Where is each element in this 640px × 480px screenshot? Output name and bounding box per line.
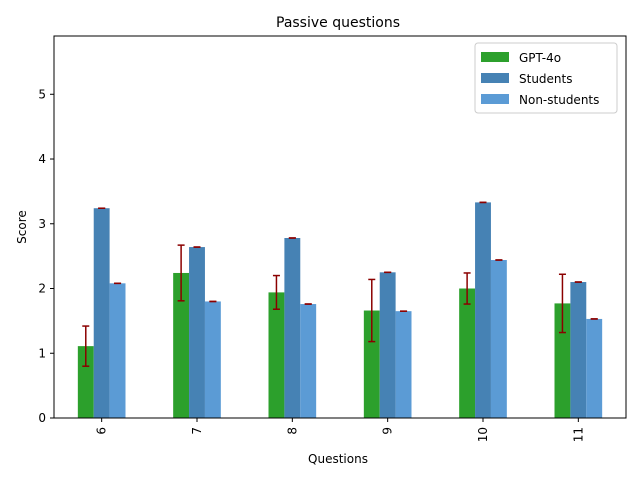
legend-entry-non-students: Non-students (481, 93, 599, 107)
bar-non-students-7 (204, 301, 221, 418)
axes-layer: 0 1 2 3 4 5 6 7 8 9 10 11 (38, 35, 627, 442)
bar-gpt-4o-9 (363, 310, 380, 418)
legend-swatch (481, 94, 509, 104)
bar-gpt-4o-6 (77, 346, 94, 418)
x-tick-label: 8 (285, 427, 299, 435)
bar-students-11 (570, 282, 587, 418)
error-bar-gpt-4o-6 (82, 325, 90, 367)
legend-entry-gpt-4o: GPT-4o (481, 51, 561, 65)
y-tick-label: 1 (38, 346, 46, 360)
bar-non-students-6 (109, 283, 126, 418)
x-tick-label: 6 (95, 427, 109, 435)
bar-non-students-9 (395, 311, 412, 418)
bar-gpt-4o-8 (268, 292, 285, 418)
y-tick-label: 2 (38, 282, 46, 296)
legend-box (474, 42, 618, 114)
y-axis-label: Score (15, 210, 29, 244)
error-bar-gpt-4o-11 (558, 273, 566, 334)
legend-swatch (481, 73, 509, 83)
bar-gpt-4o-7 (173, 272, 190, 418)
bar-gpt-4o-11 (554, 303, 571, 418)
bar-gpt-4o-10 (459, 288, 476, 418)
chart-title: Passive questions (276, 15, 400, 31)
error-bar-gpt-4o-8 (272, 274, 280, 310)
legend-label: Non-students (519, 93, 599, 107)
plot-frame (53, 35, 627, 419)
x-tick-label: 7 (190, 427, 204, 435)
y-tick-label: 0 (38, 411, 46, 425)
bar-students-10 (475, 202, 491, 418)
bars-layer (77, 202, 603, 418)
error-bars-layer (82, 201, 598, 367)
bar-non-students-8 (300, 304, 317, 418)
y-tick-label: 4 (38, 152, 46, 166)
y-tick-label: 5 (38, 87, 46, 101)
bar-non-students-11 (586, 318, 603, 418)
legend-label: GPT-4o (519, 51, 561, 65)
bar-students-9 (379, 272, 396, 418)
x-tick-label: 10 (476, 427, 490, 442)
y-tick-label: 3 (38, 217, 46, 231)
bar-students-8 (284, 238, 301, 418)
error-bar-gpt-4o-9 (368, 278, 376, 343)
error-bar-gpt-4o-10 (463, 272, 471, 305)
bar-non-students-10 (490, 260, 507, 418)
x-tick-label: 9 (381, 427, 395, 435)
legend-swatch (481, 52, 509, 62)
legend: GPT-4o Students Non-students (474, 42, 618, 114)
bar-students-7 (189, 247, 205, 418)
x-tick-label: 11 (571, 427, 585, 442)
x-axis-label: Questions (308, 452, 368, 466)
legend-entry-students: Students (481, 72, 573, 86)
bar-students-6 (93, 208, 110, 418)
legend-label: Students (519, 72, 573, 86)
error-bar-gpt-4o-7 (177, 244, 185, 302)
